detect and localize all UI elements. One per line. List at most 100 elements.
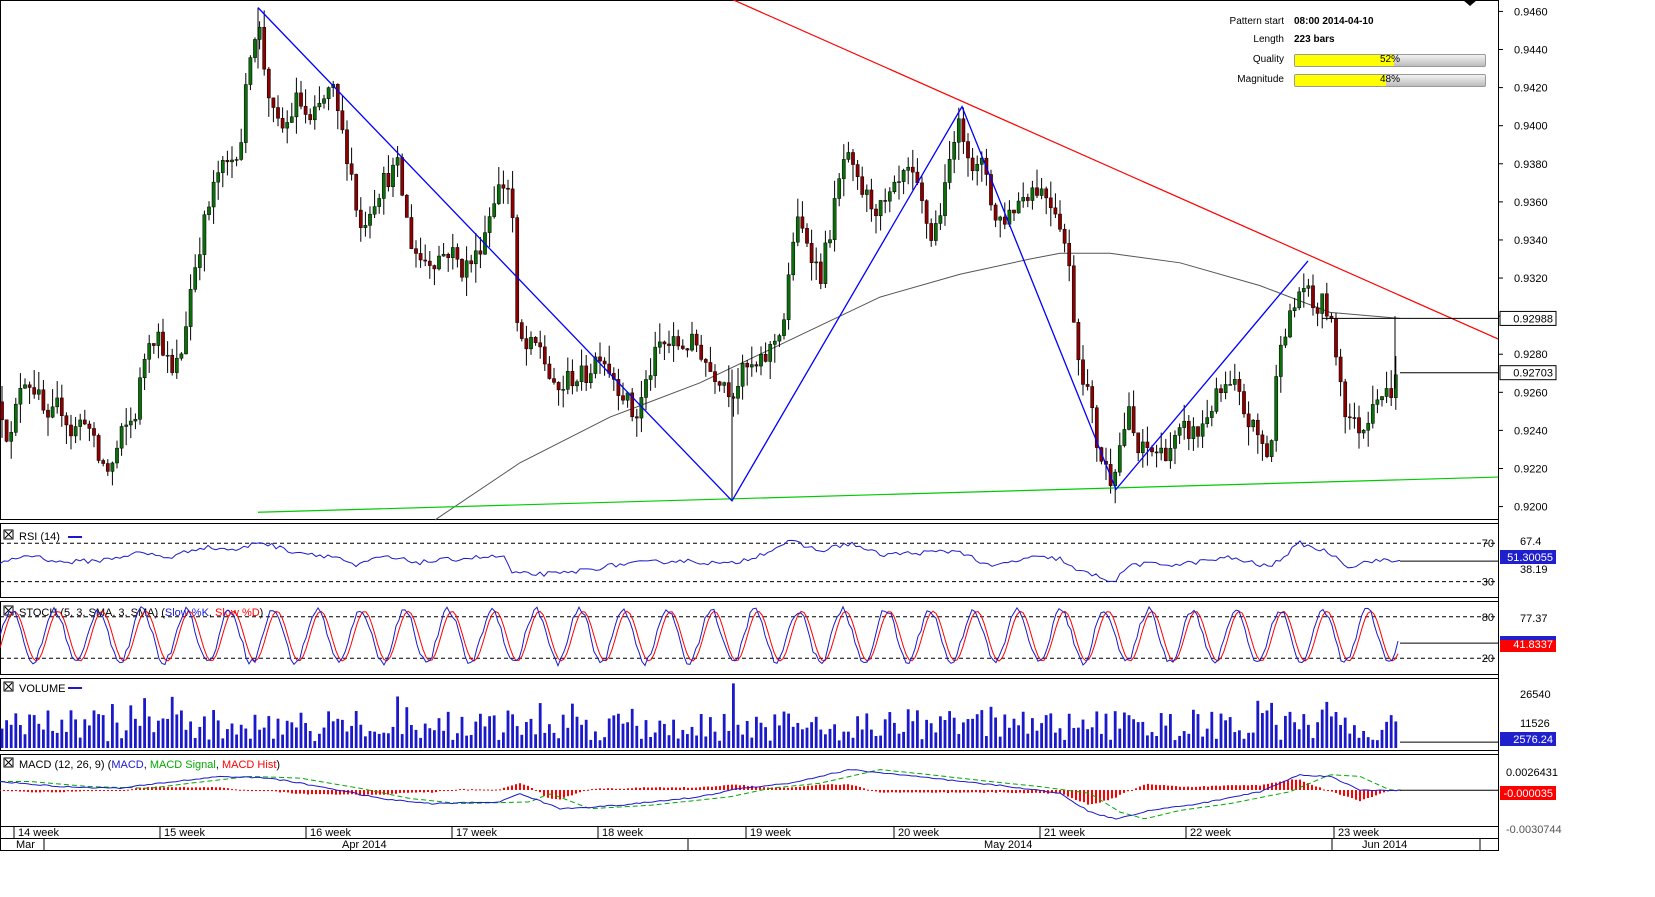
bear-candle: [538, 342, 543, 348]
macd-hist-bar: [15, 790, 17, 791]
macd-hist-bar: [1151, 784, 1153, 790]
bull-candle: [1205, 417, 1210, 425]
bear-candle: [1343, 381, 1348, 418]
volume-bar: [428, 728, 432, 748]
macd-hist-bar: [171, 787, 173, 790]
bear-candle: [1053, 207, 1058, 215]
macd-hist-bar: [1187, 786, 1189, 790]
macd-hist-bar: [631, 788, 633, 790]
macd-hist-bar: [283, 790, 285, 792]
macd-hist-bar: [583, 790, 585, 791]
bull-candle: [441, 253, 446, 257]
macd-hist-bar: [399, 790, 401, 793]
macd-hist-bar: [247, 790, 249, 791]
volume-bar: [203, 716, 206, 748]
macd-hist-bar: [827, 784, 829, 790]
rsi-line: [0, 539, 1401, 582]
macd-hist-bar: [939, 790, 941, 793]
volume-bar: [1302, 714, 1306, 748]
volume-bar: [621, 723, 625, 748]
macd-hist-bar: [935, 790, 937, 793]
bear-candle: [506, 187, 510, 190]
macd-hist-bar: [115, 790, 117, 791]
volume-bar: [423, 723, 427, 748]
macd-hist-bar: [1055, 790, 1057, 794]
bear-candle: [46, 409, 50, 418]
macd-hist-bar: [971, 790, 973, 793]
macd-hist-bar: [563, 790, 565, 798]
stoch-badge: [1500, 640, 1556, 652]
bull-candle: [119, 426, 124, 449]
macd-hist-bar: [159, 786, 161, 790]
volume-bar: [699, 714, 703, 748]
volume-bar: [497, 739, 501, 748]
macd-hist-bar: [227, 788, 229, 790]
macd-hist-bar: [1103, 790, 1105, 801]
macd-hist-bar: [1287, 780, 1289, 790]
bull-candle: [837, 178, 842, 199]
volume-bar: [502, 732, 505, 748]
macd-hist-bar: [327, 790, 329, 795]
macd-hist-bar: [619, 788, 621, 790]
bull-candle: [133, 419, 138, 422]
volume-bar: [842, 731, 846, 748]
rsi-level-label: 70: [1482, 538, 1494, 550]
bear-candle: [910, 166, 915, 173]
volume-bar: [1330, 716, 1333, 748]
volume-bar: [1389, 715, 1393, 748]
macd-hist-bar: [1383, 790, 1385, 793]
macd-hist-bar: [31, 790, 33, 793]
volume-bar: [456, 733, 459, 748]
macd-hist-bar: [731, 784, 733, 790]
bear-candle: [1246, 413, 1251, 428]
macd-hist-bar: [291, 790, 293, 794]
volume-bar: [1021, 711, 1025, 748]
macd-hist-bar: [1343, 790, 1345, 796]
volume-bar: [0, 728, 4, 748]
volume-bar: [331, 721, 335, 748]
bear-candle: [87, 423, 92, 429]
macd-hist-bar: [671, 787, 673, 790]
support-line: [257, 476, 1499, 513]
volume-bar: [350, 725, 353, 748]
macd-hist-bar: [211, 787, 213, 790]
rsi-badge-text: 51.30055: [1507, 552, 1553, 564]
volume-badge: [1500, 732, 1556, 746]
macd-hist-bar: [959, 790, 961, 793]
macd-hist-bar: [1155, 784, 1157, 790]
volume-bar: [368, 731, 372, 748]
macd-hist-bar: [379, 790, 381, 795]
volume-bar: [1251, 732, 1255, 748]
bull-candle: [1380, 396, 1384, 401]
bull-candle: [368, 213, 372, 226]
volume-bar: [1380, 729, 1384, 748]
bull-candle: [841, 159, 846, 179]
bull-candle: [193, 267, 198, 290]
macd-hist-bar: [1147, 783, 1149, 790]
macd-hist-bar: [1319, 787, 1321, 790]
week-label: 16 week: [310, 827, 351, 839]
bear-candle: [161, 331, 165, 356]
bull-candle: [759, 353, 763, 367]
volume-bar: [635, 725, 639, 748]
rsi-close-icon-x: [4, 530, 13, 539]
bull-candle: [1283, 336, 1288, 346]
volume-bar: [617, 713, 620, 748]
volume-bar: [1238, 730, 1241, 748]
bull-candle: [1173, 435, 1177, 449]
volume-bar: [589, 739, 593, 748]
bull-candle: [901, 170, 906, 182]
macd-hist-bar: [727, 784, 729, 790]
macd-hist-bar: [647, 787, 649, 790]
macd-hist-bar: [387, 790, 389, 795]
bull-candle: [230, 159, 234, 163]
volume-bar: [382, 732, 386, 748]
volume-bar: [1247, 732, 1250, 748]
macd-hist-bar: [911, 790, 913, 793]
macd-hist-bar: [1291, 779, 1293, 790]
bull-candle: [565, 371, 570, 390]
volume-bar: [483, 726, 487, 748]
bear-candle: [1196, 426, 1200, 437]
bear-candle: [386, 172, 391, 188]
volume-bar: [584, 719, 588, 748]
